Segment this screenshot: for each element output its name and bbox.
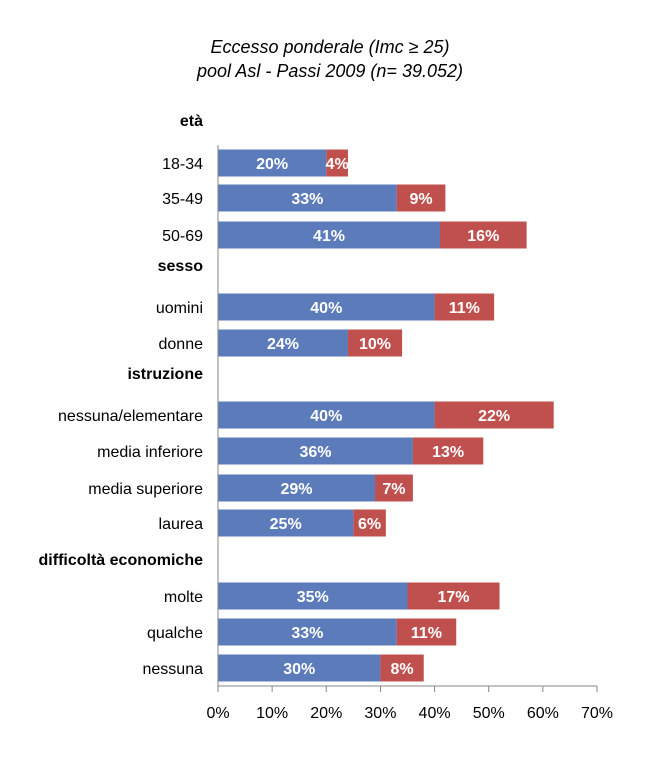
x-tick-label: 10% <box>256 705 288 722</box>
group-label: sesso <box>158 258 204 275</box>
bar-segment-base <box>218 618 397 646</box>
data-label: 20% <box>256 156 288 173</box>
group-label: età <box>180 113 203 130</box>
bar-segment-increment <box>353 509 386 537</box>
data-label: 16% <box>467 228 499 245</box>
data-label: 22% <box>478 408 510 425</box>
category-label: uomini <box>156 300 203 317</box>
chart-title-line-1: Eccesso ponderale (Imc ≥ 25) <box>211 37 450 57</box>
bar-segment-increment <box>396 618 457 646</box>
category-label: 35-49 <box>162 191 203 208</box>
bar-segment-increment <box>396 184 446 212</box>
data-label: 13% <box>432 444 464 461</box>
data-label: 33% <box>291 625 323 642</box>
data-label: 40% <box>310 408 342 425</box>
bar-segment-base <box>218 329 348 357</box>
chart-title-line-2: pool Asl - Passi 2009 (n= 39.052) <box>196 61 463 81</box>
data-label: 17% <box>438 589 470 606</box>
bar-segment-base <box>218 221 440 249</box>
data-label: 4% <box>326 156 349 173</box>
data-label: 8% <box>391 661 414 678</box>
x-tick-label: 60% <box>527 705 559 722</box>
category-label: media inferiore <box>97 444 203 461</box>
bar-segment-base <box>218 509 354 537</box>
group-label: difficoltà economiche <box>39 552 204 569</box>
x-tick-label: 70% <box>581 705 613 722</box>
data-label: 11% <box>411 625 442 642</box>
x-tick-label: 30% <box>364 705 396 722</box>
bar-segment-increment <box>326 149 348 177</box>
bar-segment-base <box>218 149 327 177</box>
bar-segment-increment <box>434 293 495 321</box>
bar-segment-increment <box>380 654 424 682</box>
bar-segment-increment <box>434 401 554 429</box>
category-label: nessuna/elementare <box>58 408 203 425</box>
group-label: istruzione <box>127 366 203 383</box>
bar-segment-increment <box>439 221 527 249</box>
data-label: 33% <box>291 191 323 208</box>
data-label: 24% <box>267 336 299 353</box>
bar-segment-increment <box>412 437 484 465</box>
plot-area: età 18-34 20% 4% 35-49 33% 9% 50-69 41% 16% sesso u… <box>39 113 613 722</box>
bar-segment-base <box>218 401 435 429</box>
data-label: 40% <box>310 300 342 317</box>
category-label: nessuna <box>143 661 204 678</box>
bar-segment-base <box>218 184 397 212</box>
data-label: 36% <box>299 444 331 461</box>
bar-segment-base <box>218 474 376 502</box>
category-label: molte <box>164 589 203 606</box>
data-label: 30% <box>283 661 315 678</box>
category-label: laurea <box>159 516 204 533</box>
category-label: qualche <box>147 625 203 642</box>
bar-segment-increment <box>407 582 500 610</box>
x-tick-label: 50% <box>473 705 505 722</box>
x-tick-label: 20% <box>310 705 342 722</box>
bar-segment-increment <box>347 329 403 357</box>
bar-segment-base <box>218 582 408 610</box>
data-label: 25% <box>270 516 302 533</box>
bar-segment-base <box>218 293 435 321</box>
category-label: 18-34 <box>162 156 203 173</box>
data-label: 29% <box>280 481 312 498</box>
category-label: 50-69 <box>162 228 203 245</box>
category-label: donne <box>159 336 204 353</box>
bar-segment-increment <box>375 474 413 502</box>
data-label: 6% <box>358 516 381 533</box>
category-label: media superiore <box>88 481 203 498</box>
data-label: 11% <box>449 300 480 317</box>
data-label: 35% <box>297 589 329 606</box>
data-label: 9% <box>409 191 432 208</box>
x-tick-label: 40% <box>419 705 451 722</box>
data-label: 10% <box>359 336 391 353</box>
data-label: 41% <box>313 228 345 245</box>
bar-segment-base <box>218 437 413 465</box>
data-label: 7% <box>382 481 405 498</box>
x-tick-label: 0% <box>206 705 229 722</box>
bar-segment-base <box>218 654 381 682</box>
